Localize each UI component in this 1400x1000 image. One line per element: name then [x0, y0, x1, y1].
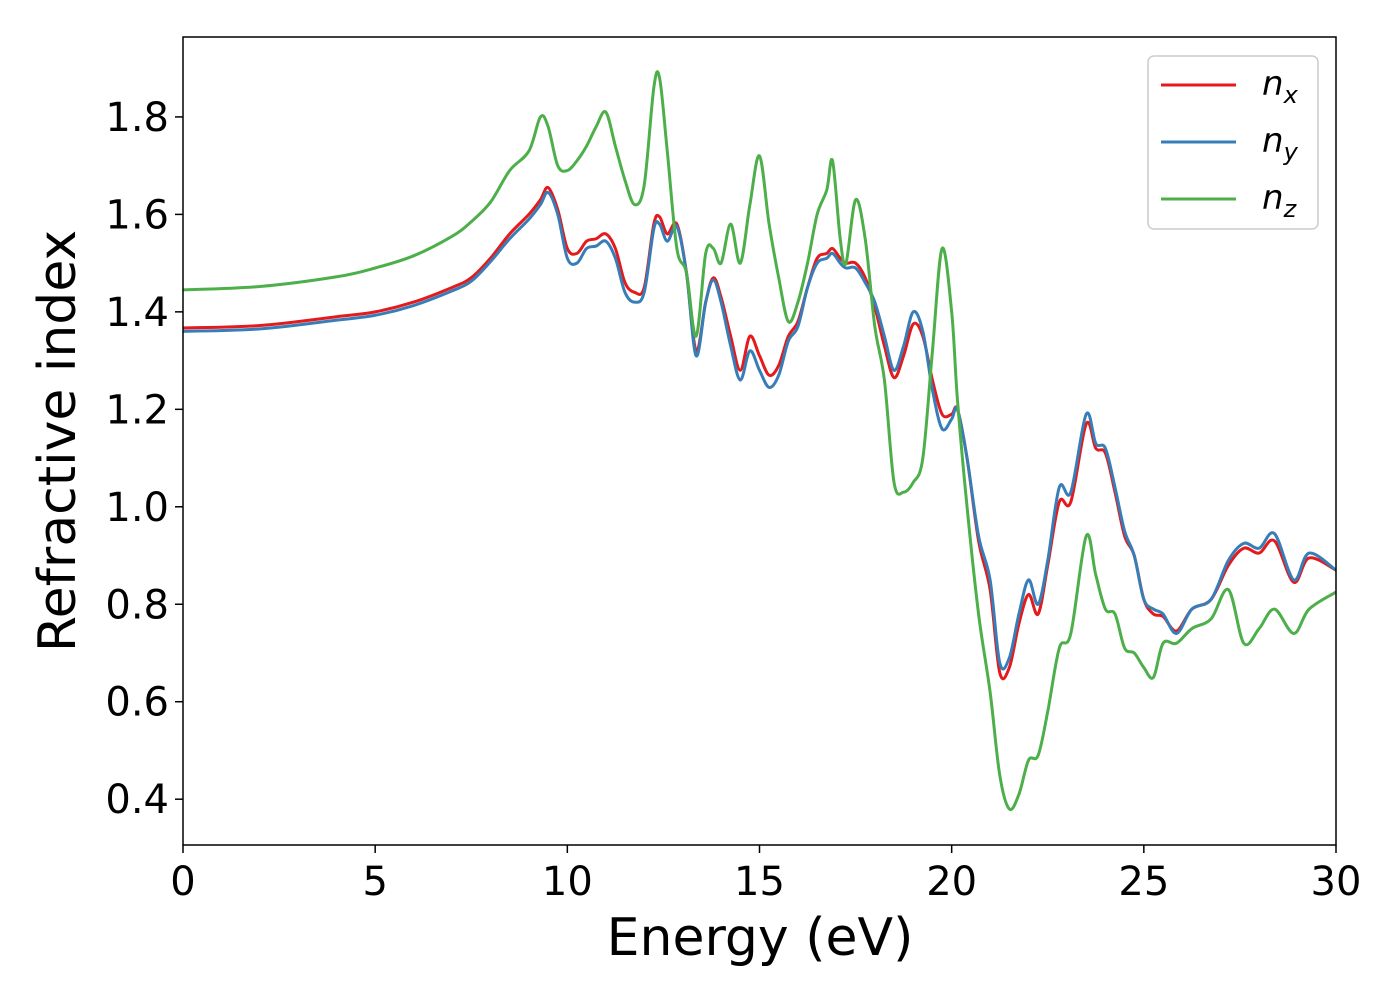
y-tick-label: 0.6 — [105, 680, 169, 726]
y-tick-label: 0.4 — [105, 777, 169, 823]
y-tick-label: 1.6 — [105, 192, 169, 238]
x-tick-label: 10 — [542, 859, 593, 905]
legend-label: ny — [1262, 121, 1299, 166]
plot-frame — [182, 36, 1337, 846]
x-axis-label: Energy (eV) — [607, 908, 914, 968]
y-tick-label: 0.8 — [105, 582, 169, 628]
x-tick-label: 20 — [926, 859, 977, 905]
line-series — [183, 70, 1336, 812]
x-tick-label: 0 — [170, 859, 195, 905]
x-tick-label: 5 — [362, 859, 387, 905]
y-tick-label: 1.4 — [105, 290, 169, 336]
x-tick-label: 15 — [734, 859, 785, 905]
legend-label: nx — [1262, 64, 1299, 109]
x-tick-label: 30 — [1311, 859, 1362, 905]
legend-label: nz — [1262, 178, 1298, 223]
line-series — [183, 190, 1336, 671]
y-tick-label: 1.8 — [105, 95, 169, 141]
x-tick-label: 25 — [1118, 859, 1169, 905]
y-axis-label: Refractive index — [28, 230, 88, 652]
y-tick-label: 1.0 — [105, 485, 169, 531]
y-tick-label: 1.2 — [105, 387, 169, 433]
